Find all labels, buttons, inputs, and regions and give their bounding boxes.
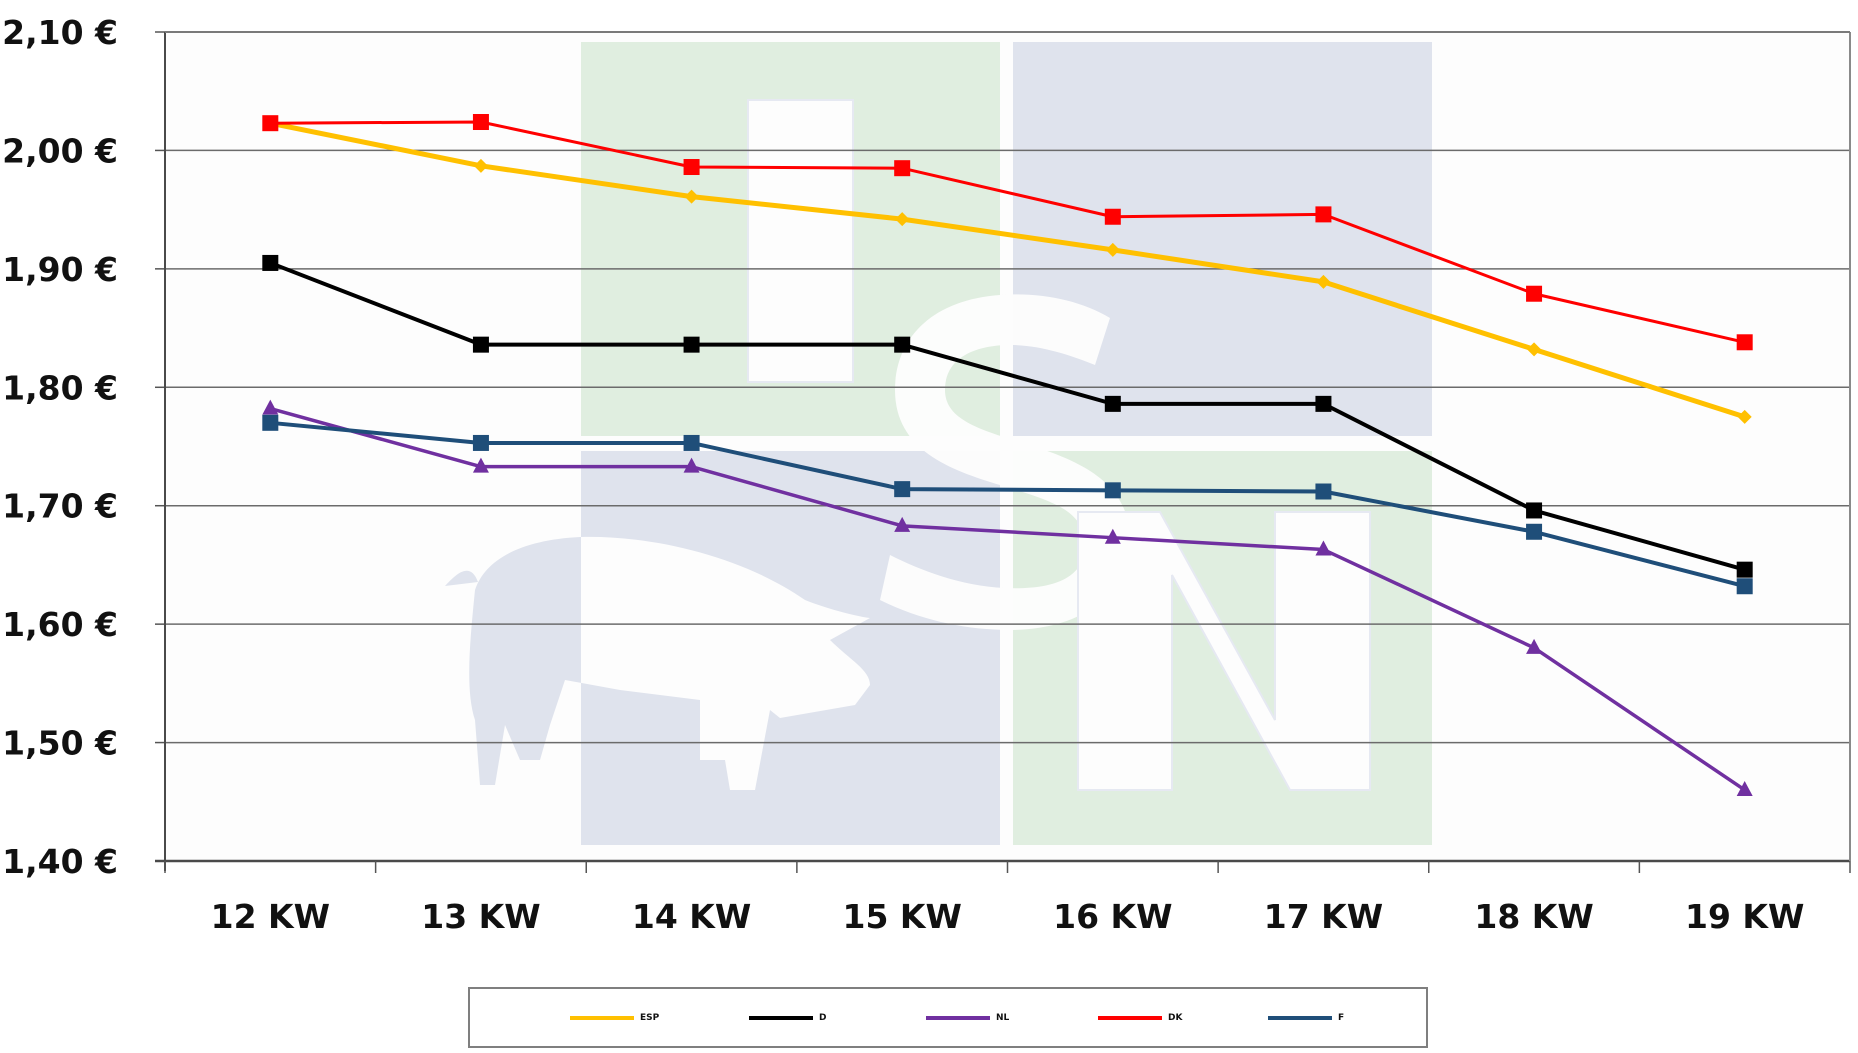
legend-label: NL xyxy=(996,1013,1010,1023)
series-nl xyxy=(262,399,1753,796)
legend: ESP D NL DK F xyxy=(468,987,1428,1048)
legend-item-nl[interactable]: NL xyxy=(926,1011,1009,1025)
y-tick-label: 1,70 € xyxy=(2,487,118,526)
data-series xyxy=(262,114,1753,796)
data-point-square[interactable] xyxy=(1104,208,1121,225)
data-point-square[interactable] xyxy=(1526,502,1543,519)
line-chart: 2,10 € 2,00 € 1,90 € 1,80 € 1,70 € 1,60 € 1,50… xyxy=(2,13,1851,936)
data-point-square[interactable] xyxy=(1736,578,1753,595)
isn-watermark-logo xyxy=(445,42,1432,845)
x-tick-label: 17 KW xyxy=(1264,897,1383,936)
data-point-triangle[interactable] xyxy=(1104,528,1121,544)
watermark-quadrant-top-right xyxy=(1013,42,1432,436)
data-point-diamond[interactable] xyxy=(1527,342,1542,357)
data-point-square[interactable] xyxy=(1104,395,1121,412)
legend-label: F xyxy=(1338,1013,1345,1023)
series-line xyxy=(270,420,1746,589)
data-point-diamond[interactable] xyxy=(473,158,488,173)
legend-label: D xyxy=(819,1013,827,1023)
y-tick-label: 2,10 € xyxy=(2,13,118,52)
x-tick-label: 13 KW xyxy=(421,897,540,936)
data-point-diamond[interactable] xyxy=(1737,409,1752,424)
y-tick-label: 1,90 € xyxy=(2,250,118,289)
legend-label: ESP xyxy=(640,1013,660,1023)
x-axis-labels: 12 KW 13 KW 14 KW 15 KW 16 KW 17 KW 18 KW 19 KW xyxy=(211,897,1805,936)
data-point-square[interactable] xyxy=(472,434,489,451)
series-f xyxy=(262,414,1753,595)
x-tick-label: 16 KW xyxy=(1053,897,1172,936)
watermark-letter-i xyxy=(747,99,854,383)
legend-item-f[interactable]: F xyxy=(1268,1011,1344,1025)
legend-swatch-nl xyxy=(926,1016,990,1020)
data-point-square[interactable] xyxy=(472,114,489,131)
axes xyxy=(155,31,1851,873)
legend-swatch-d xyxy=(749,1016,813,1020)
watermark-pig xyxy=(445,536,581,785)
series-line xyxy=(270,120,1746,344)
data-point-diamond[interactable] xyxy=(895,212,910,227)
data-point-square[interactable] xyxy=(894,160,911,177)
data-point-triangle[interactable] xyxy=(1526,638,1543,654)
data-point-square[interactable] xyxy=(1104,482,1121,499)
data-point-square[interactable] xyxy=(1315,206,1332,223)
data-point-square[interactable] xyxy=(1315,395,1332,412)
data-point-square[interactable] xyxy=(894,336,911,353)
watermark-letter-n xyxy=(1077,511,1371,791)
data-point-triangle[interactable] xyxy=(1736,780,1753,796)
data-point-square[interactable] xyxy=(894,481,911,498)
series-line xyxy=(269,261,1746,572)
legend-swatch-f xyxy=(1268,1016,1332,1020)
data-point-square[interactable] xyxy=(683,159,700,176)
data-point-square[interactable] xyxy=(1315,483,1332,500)
legend-swatch-esp xyxy=(570,1016,634,1020)
data-point-square[interactable] xyxy=(262,414,279,431)
series-line xyxy=(269,406,1746,792)
data-point-square[interactable] xyxy=(472,336,489,353)
y-tick-label: 1,80 € xyxy=(2,368,118,407)
legend-swatch-dk xyxy=(1098,1016,1162,1020)
x-tick-label: 12 KW xyxy=(211,897,330,936)
x-tick-label: 15 KW xyxy=(842,897,961,936)
series-d xyxy=(262,254,1753,578)
data-point-diamond[interactable] xyxy=(1316,274,1331,289)
series-dk xyxy=(262,114,1753,351)
data-point-triangle[interactable] xyxy=(683,457,700,473)
data-point-diamond[interactable] xyxy=(684,189,699,204)
watermark-letter-s xyxy=(880,294,1130,630)
y-tick-label: 1,50 € xyxy=(2,724,118,763)
series-line xyxy=(269,120,1746,420)
data-point-square[interactable] xyxy=(1526,523,1543,540)
watermark-pig-inner xyxy=(581,536,870,790)
data-point-square[interactable] xyxy=(683,336,700,353)
data-point-triangle[interactable] xyxy=(894,516,911,532)
data-point-square[interactable] xyxy=(262,254,279,271)
y-tick-label: 2,00 € xyxy=(2,131,118,170)
data-point-square[interactable] xyxy=(262,115,279,132)
data-point-square[interactable] xyxy=(1736,561,1753,578)
data-point-diamond[interactable] xyxy=(1105,242,1120,257)
x-tick-label: 18 KW xyxy=(1474,897,1593,936)
y-tick-label: 1,60 € xyxy=(2,605,118,644)
data-point-triangle[interactable] xyxy=(1315,540,1332,556)
data-point-triangle[interactable] xyxy=(472,457,489,473)
data-point-square[interactable] xyxy=(1736,334,1753,351)
legend-item-esp[interactable]: ESP xyxy=(570,1011,659,1025)
y-axis-labels: 2,10 € 2,00 € 1,90 € 1,80 € 1,70 € 1,60 € 1,50… xyxy=(2,13,118,881)
data-point-square[interactable] xyxy=(683,434,700,451)
x-tick-label: 14 KW xyxy=(632,897,751,936)
data-point-square[interactable] xyxy=(1526,285,1543,302)
legend-item-dk[interactable]: DK xyxy=(1098,1011,1182,1025)
data-point-triangle[interactable] xyxy=(262,399,279,415)
y-tick-label: 1,40 € xyxy=(2,842,118,881)
legend-label: DK xyxy=(1168,1013,1183,1023)
x-tick-label: 19 KW xyxy=(1685,897,1804,936)
series-esp xyxy=(263,116,1752,424)
legend-item-d[interactable]: D xyxy=(749,1011,826,1025)
